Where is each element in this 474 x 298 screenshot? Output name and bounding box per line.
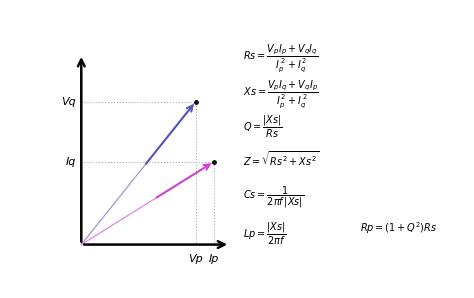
Text: $Rs = \dfrac{V_p I_p + V_q I_q}{I_p^{\,2} + I_q^{\,2}}$: $Rs = \dfrac{V_p I_p + V_q I_q}{I_p^{\,2… (243, 43, 319, 74)
Text: $Rp = (1+Q^2)Rs$: $Rp = (1+Q^2)Rs$ (360, 221, 438, 236)
Text: $Cs = \dfrac{1}{2\pi f\,|Xs|}$: $Cs = \dfrac{1}{2\pi f\,|Xs|}$ (243, 185, 304, 210)
Text: Vq: Vq (61, 97, 76, 107)
Text: $Xs = \dfrac{V_p I_q + V_q I_p}{I_p^{\,2} + I_q^{\,2}}$: $Xs = \dfrac{V_p I_q + V_q I_p}{I_p^{\,2… (243, 78, 319, 110)
Text: Iq: Iq (65, 157, 76, 167)
Text: $Q = \dfrac{|Xs|}{Rs}$: $Q = \dfrac{|Xs|}{Rs}$ (243, 114, 283, 140)
Text: $Lp = \dfrac{|Xs|}{2\pi f}$: $Lp = \dfrac{|Xs|}{2\pi f}$ (243, 221, 287, 246)
Text: Vp: Vp (188, 254, 203, 264)
Text: $Z = \sqrt{Rs^2 + Xs^2}$: $Z = \sqrt{Rs^2 + Xs^2}$ (243, 149, 319, 168)
Text: Ip: Ip (209, 254, 219, 264)
